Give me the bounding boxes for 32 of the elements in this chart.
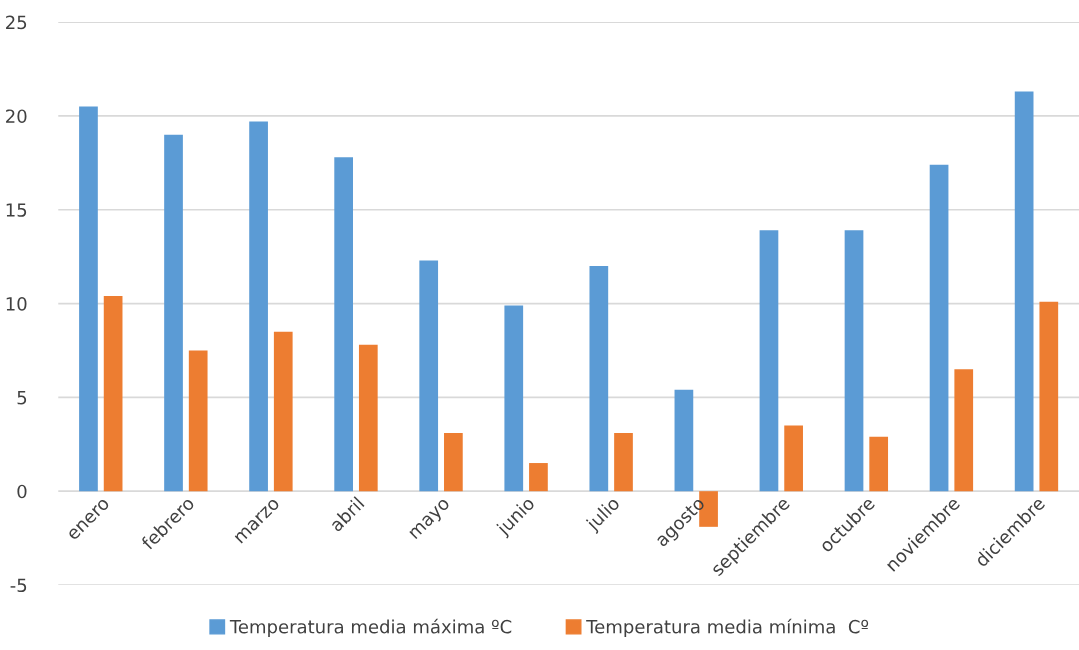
bar (614, 433, 633, 492)
bar (869, 436, 889, 492)
bar (1014, 91, 1034, 492)
bar (759, 230, 779, 492)
bar (273, 331, 293, 492)
bar (249, 121, 268, 492)
y-tick-label: 15 (6, 203, 27, 217)
bar (1039, 301, 1059, 492)
y-tick-label: 0 (17, 484, 27, 499)
bar (419, 260, 439, 492)
bar (444, 433, 463, 492)
bar (674, 389, 694, 492)
y-tick-label: 20 (6, 109, 27, 124)
y-tick-label: 25 (6, 15, 27, 30)
legend-label: Temperatura media máxima ºC (229, 618, 512, 637)
bar (954, 369, 974, 492)
y-tick-label: 5 (17, 391, 27, 405)
legend-label: Temperatura media mínima Cº (586, 618, 869, 637)
bar (784, 425, 803, 492)
bar (334, 157, 353, 492)
bar (358, 344, 378, 492)
y-tick-label: 10 (6, 297, 27, 311)
bar (164, 134, 183, 492)
bar (929, 164, 949, 492)
bar (504, 305, 524, 492)
bar (188, 350, 208, 492)
bar (589, 266, 609, 492)
y-tick-label: -5 (10, 578, 27, 593)
bar (529, 463, 548, 492)
bar (79, 106, 98, 492)
bar (103, 296, 123, 492)
bar (844, 230, 864, 492)
